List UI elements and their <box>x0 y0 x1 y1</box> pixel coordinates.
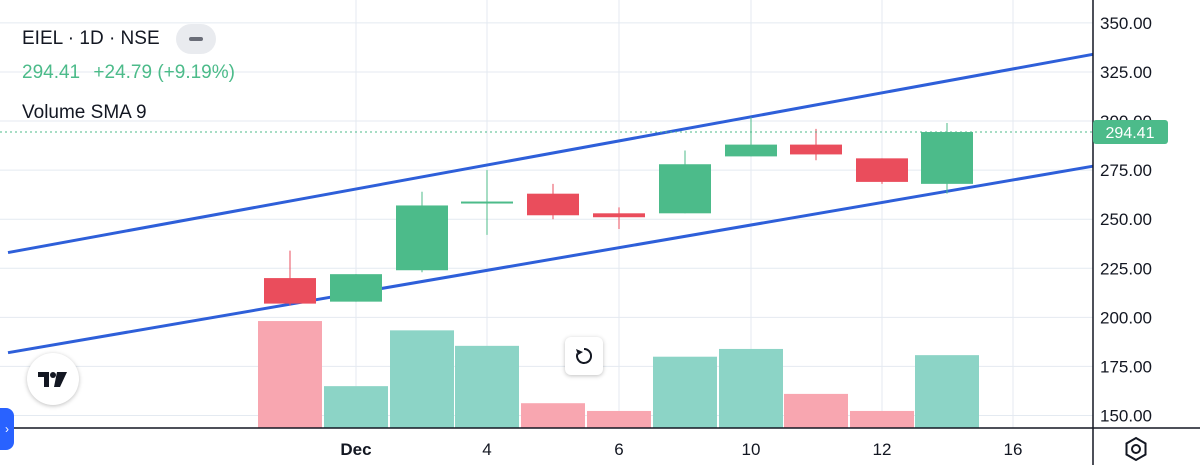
side-panel-arrow-icon[interactable]: › <box>0 408 14 450</box>
candle-body <box>856 158 908 182</box>
y-tick-label: 325.00 <box>1100 63 1152 82</box>
volume-bar <box>258 321 322 428</box>
y-tick-label: 175.00 <box>1100 357 1152 376</box>
indicator-legend[interactable]: Volume SMA 9 <box>22 102 147 124</box>
y-tick-label: 250.00 <box>1100 210 1152 229</box>
collapse-icon[interactable] <box>175 24 216 54</box>
price-legend: 294.41 +24.79 (+9.19%) <box>22 62 235 84</box>
candle <box>856 158 908 184</box>
volume-bar <box>915 355 979 428</box>
candle-body <box>659 164 711 214</box>
candle-body <box>593 213 645 218</box>
x-tick-label: 4 <box>482 440 491 459</box>
candle <box>527 183 579 220</box>
candle-body <box>725 144 777 157</box>
volume-bar <box>850 410 914 428</box>
x-tick-label: 12 <box>873 440 892 459</box>
symbol-title: EIEL · 1D · NSE <box>22 28 160 49</box>
y-tick-label: 225.00 <box>1100 259 1152 278</box>
reset-chart-button[interactable] <box>565 337 603 375</box>
channel-line <box>7 164 1094 355</box>
volume-bar <box>587 410 651 428</box>
candle-body <box>921 132 973 184</box>
y-axis-labels: 350.00325.00300.00275.00250.00225.00200.… <box>1100 14 1152 426</box>
candle <box>659 150 711 214</box>
symbol-legend[interactable]: EIEL · 1D · NSE <box>22 24 216 54</box>
tradingview-logo-icon[interactable] <box>27 353 79 405</box>
channel-line <box>7 52 1094 255</box>
grid-lines <box>0 0 1093 428</box>
candle <box>921 123 973 194</box>
volume-bar <box>521 403 585 428</box>
y-tick-label: 200.00 <box>1100 308 1152 327</box>
candle <box>264 250 316 306</box>
volume-bars <box>258 321 979 428</box>
channel-lines <box>7 52 1094 355</box>
y-tick-label: 350.00 <box>1100 14 1152 33</box>
price-tag: 294.41 <box>1093 120 1168 145</box>
settings-icon[interactable] <box>1123 436 1149 462</box>
price-tag-text: 294.41 <box>1106 125 1155 142</box>
candle-body <box>527 193 579 216</box>
candle <box>725 117 777 157</box>
volume-bar <box>324 386 388 428</box>
volume-bar <box>784 393 848 428</box>
reset-icon <box>576 347 593 364</box>
price-change: +24.79 (+9.19%) <box>93 62 235 83</box>
candle <box>330 274 382 302</box>
y-tick-label: 275.00 <box>1100 161 1152 180</box>
price-tag-bg <box>1093 120 1168 145</box>
volume-bar <box>390 330 454 428</box>
candle-body <box>396 205 448 271</box>
volume-bar <box>653 356 717 428</box>
x-tick-label: 6 <box>614 440 623 459</box>
candle-body <box>790 144 842 155</box>
candlesticks <box>264 117 973 306</box>
candle-body <box>330 274 382 302</box>
volume-bar <box>719 348 783 428</box>
candle <box>396 191 448 273</box>
indicator-title: Volume SMA 9 <box>22 102 147 123</box>
x-tick-label: 10 <box>742 440 761 459</box>
candle <box>593 207 645 230</box>
candle-body <box>461 201 513 204</box>
x-tick-label: Dec <box>340 440 371 459</box>
candle-body <box>264 278 316 304</box>
y-tick-label: 150.00 <box>1100 407 1152 426</box>
x-tick-label: 16 <box>1004 440 1023 459</box>
x-axis-labels: Dec 4 6 10 12 16 <box>340 440 1022 459</box>
candle <box>790 128 842 161</box>
volume-bar <box>455 345 519 428</box>
last-price: 294.41 <box>22 62 81 83</box>
candle <box>461 170 513 235</box>
